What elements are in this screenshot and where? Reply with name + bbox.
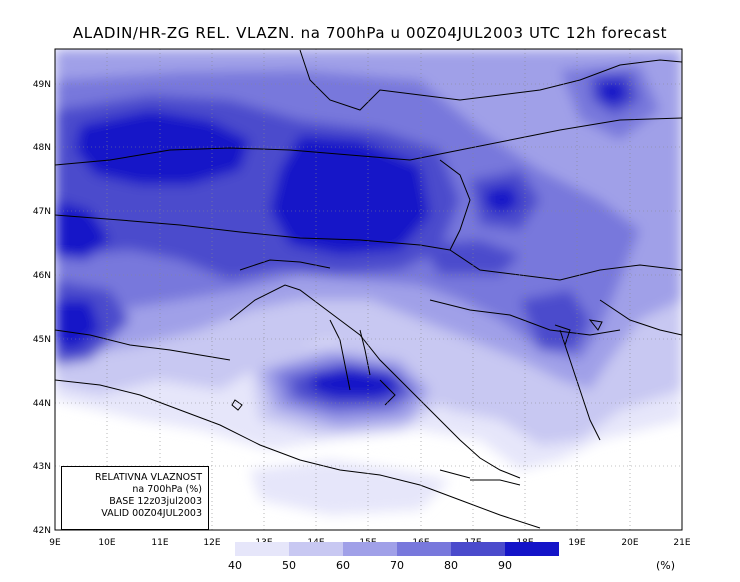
- coastlines-borders: [55, 49, 682, 529]
- lat-tick-labels: 49N 48N 47N 46N 45N 44N 43N 42N: [33, 80, 51, 536]
- humidity-field: [55, 49, 682, 530]
- colorbar-unit: (%): [656, 559, 676, 572]
- lat-tick: 44N: [33, 399, 51, 409]
- colorbar-label: 60: [336, 559, 350, 572]
- map-frame: [54, 48, 683, 531]
- colorbar-label: 50: [282, 559, 296, 572]
- lon-tick: 12E: [203, 538, 220, 548]
- colorbar-swatch-6: [505, 542, 559, 556]
- map-title: ALADIN/HR-ZG REL. VLAZN. na 700hPa u 00Z…: [72, 24, 668, 42]
- colorbar: [235, 542, 559, 556]
- info-box: RELATIVNA VLAZNOST na 700hPa (%) BASE 12…: [61, 466, 209, 530]
- info-line-valid: VALID 00Z04JUL2003: [101, 508, 202, 519]
- colorbar-swatch-4: [397, 542, 451, 556]
- lat-tick: 45N: [33, 335, 51, 345]
- colorbar-swatch-2: [289, 542, 343, 556]
- lat-tick: 46N: [33, 271, 51, 281]
- lat-tick: 43N: [33, 462, 51, 472]
- lat-tick: 49N: [33, 80, 51, 90]
- colorbar-label: 40: [228, 559, 242, 572]
- info-line-level: na 700hPa (%): [132, 484, 202, 495]
- info-line-variable: RELATIVNA VLAZNOST: [94, 472, 202, 483]
- colorbar-swatch-5: [451, 542, 505, 556]
- lat-tick: 47N: [33, 207, 51, 217]
- lon-tick: 11E: [151, 538, 168, 548]
- colorbar-swatch-1: [235, 542, 289, 556]
- lon-tick: 20E: [621, 538, 638, 548]
- colorbar-label: 90: [498, 559, 512, 572]
- colorbar-label: 70: [390, 559, 404, 572]
- lon-tick: 21E: [673, 538, 690, 548]
- lon-tick: 9E: [49, 538, 61, 548]
- lon-tick: 10E: [98, 538, 115, 548]
- lat-tick: 48N: [33, 143, 51, 153]
- lat-lon-grid: [55, 49, 682, 530]
- info-line-base: BASE 12z03jul2003: [109, 496, 202, 507]
- colorbar-label: 80: [444, 559, 458, 572]
- lat-tick: 42N: [33, 526, 51, 536]
- lon-tick: 19E: [568, 538, 585, 548]
- colorbar-swatch-3: [343, 542, 397, 556]
